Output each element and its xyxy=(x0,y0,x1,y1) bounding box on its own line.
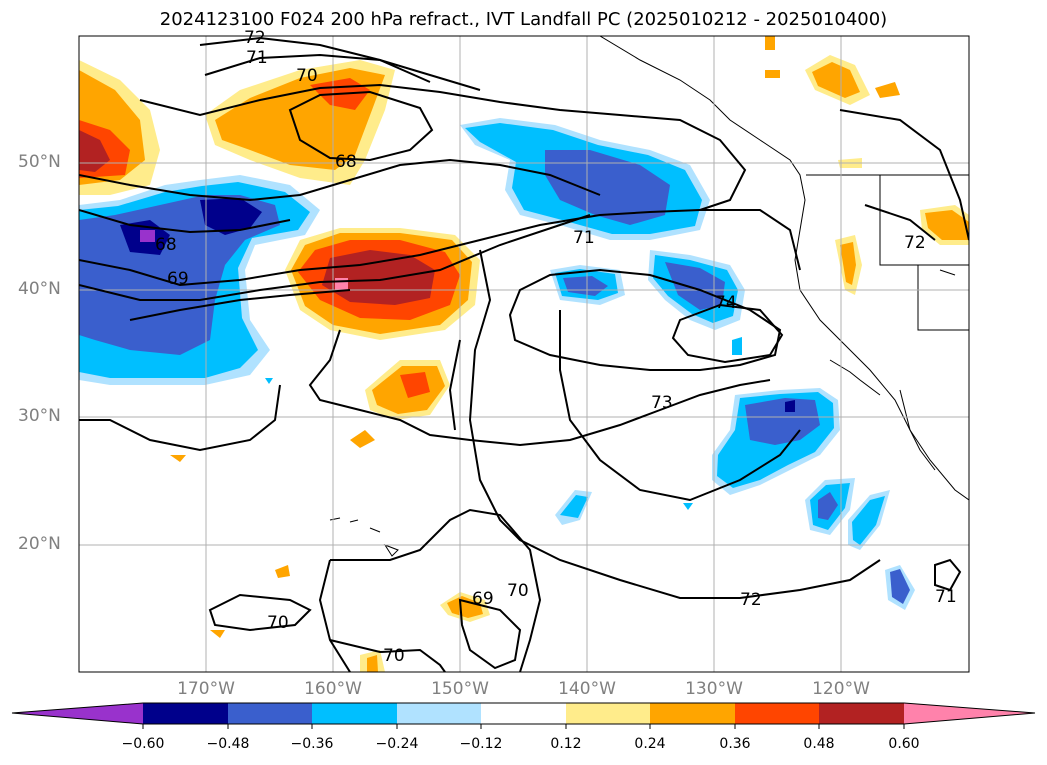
longitude-label: 140°W xyxy=(558,679,616,699)
contour-label: 74 xyxy=(715,293,737,313)
colorbar-swatch xyxy=(481,703,566,724)
contour-label: 73 xyxy=(651,393,673,413)
negative-anomaly-regions xyxy=(79,118,915,610)
latitude-label: 50°N xyxy=(18,152,61,172)
longitude-label: 130°W xyxy=(685,679,743,699)
contour-label: 70 xyxy=(507,581,529,601)
colorbar-swatch xyxy=(312,703,397,724)
contour-label: 70 xyxy=(267,613,289,633)
longitude-label: 170°W xyxy=(177,679,235,699)
longitude-label: 160°W xyxy=(304,679,362,699)
contour-label: 71 xyxy=(246,48,268,68)
longitude-label: 120°W xyxy=(812,679,870,699)
contour-label: 69 xyxy=(472,589,494,609)
contour-label: 70 xyxy=(296,66,318,86)
colorbar-tick-label: 0.48 xyxy=(803,736,835,752)
colorbar-swatch xyxy=(12,703,143,724)
refractivity-contours xyxy=(79,36,969,672)
graticule xyxy=(79,36,969,672)
shaded-anomaly-field xyxy=(79,36,969,672)
latitude-label: 40°N xyxy=(18,279,61,299)
plot-frame xyxy=(78,35,970,673)
contour-label: 68 xyxy=(155,235,177,255)
colorbar xyxy=(11,702,1036,729)
map-title: 2024123100 F024 200 hPa refract., IVT La… xyxy=(159,9,888,30)
contour-label: 70 xyxy=(383,646,405,666)
contour-label: 71 xyxy=(573,228,595,248)
colorbar-tick-label: −0.60 xyxy=(121,736,165,752)
contour-label: 71 xyxy=(935,587,957,607)
colorbar-swatch xyxy=(819,703,904,724)
colorbar-tick-label: −0.36 xyxy=(290,736,334,752)
colorbar-swatch xyxy=(650,703,735,724)
contour-label-group: 72 71 70 68 68 69 71 74 73 72 70 70 69 7… xyxy=(155,28,957,666)
latitude-label: 30°N xyxy=(18,406,61,426)
longitude-label: 150°W xyxy=(431,679,489,699)
contour-label: 72 xyxy=(740,590,762,610)
colorbar-tick-label: −0.48 xyxy=(206,736,250,752)
colorbar-swatch xyxy=(397,703,481,724)
colorbar-swatch xyxy=(143,703,228,724)
colorbar-tick-label: 0.12 xyxy=(550,736,582,752)
colorbar-swatch xyxy=(566,703,650,724)
colorbar-swatch xyxy=(904,703,1035,724)
colorbar-tick-label: 0.60 xyxy=(888,736,920,752)
contour-label: 69 xyxy=(167,269,189,289)
colorbar-tick-label: −0.24 xyxy=(375,736,419,752)
colorbar-tick-label: 0.24 xyxy=(634,736,666,752)
colorbar-swatch xyxy=(228,703,312,724)
coastlines xyxy=(329,36,969,557)
contour-label: 72 xyxy=(904,233,926,253)
contour-label: 72 xyxy=(244,28,266,48)
colorbar-tick-label: 0.36 xyxy=(719,736,751,752)
colorbar-tick-label: −0.12 xyxy=(459,736,503,752)
latitude-label: 20°N xyxy=(18,534,61,554)
colorbar-swatch xyxy=(735,703,819,724)
contour-label: 68 xyxy=(335,152,357,172)
